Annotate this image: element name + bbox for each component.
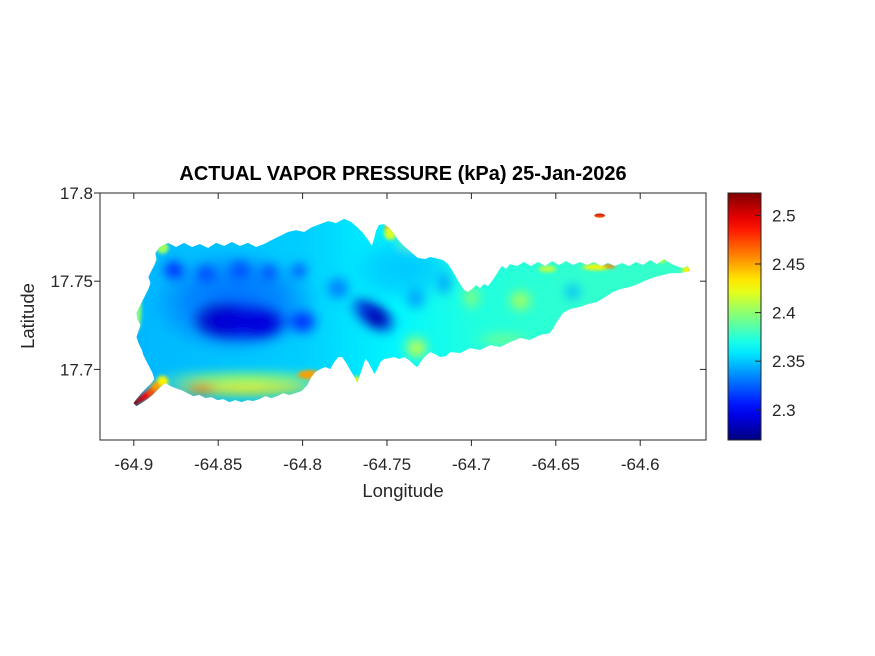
surface-sample xyxy=(681,264,690,277)
surface-sample xyxy=(408,342,426,358)
y-tick-label: 17.8 xyxy=(60,184,93,203)
x-tick-label: -64.85 xyxy=(194,455,242,474)
surface-sample xyxy=(133,398,140,407)
x-tick-label: -64.75 xyxy=(363,455,411,474)
surface-sample xyxy=(383,226,398,242)
render-layer: -64.9 -64.85 -64.8 -64.75 -64.7 -64.65 -64.6 17… xyxy=(50,184,805,474)
surface-sample xyxy=(461,283,482,312)
surface-sample xyxy=(403,286,428,312)
colorbar-gradient xyxy=(727,192,762,441)
surface-sample xyxy=(285,307,320,336)
surface-sample xyxy=(562,282,583,302)
surface-sample xyxy=(295,369,323,381)
colorbar-tick-label: 2.4 xyxy=(772,304,796,323)
colorbar-tick-label: 2.3 xyxy=(772,401,796,420)
surface-sample xyxy=(394,233,423,252)
plot-box xyxy=(99,192,707,441)
islet-buck-island xyxy=(594,213,606,218)
surface-sample xyxy=(144,253,157,266)
x-axis-label: Longitude xyxy=(362,480,443,501)
surface-sample xyxy=(507,288,534,313)
x-tick-label: -64.8 xyxy=(283,455,322,474)
surface-sample xyxy=(133,284,143,335)
surface-sample xyxy=(537,264,558,273)
surface-sample xyxy=(349,233,458,305)
surface-sample xyxy=(352,375,361,385)
x-tick-label: -64.7 xyxy=(452,455,491,474)
island-surface xyxy=(133,218,690,407)
surface-sample xyxy=(133,284,140,293)
surface-sample xyxy=(147,370,344,387)
surface-sample xyxy=(602,263,617,269)
chart-title: ACTUAL VAPOR PRESSURE (kPa) 25-Jan-2026 xyxy=(179,163,626,185)
surface-sample xyxy=(191,298,293,345)
y-tick-label: 17.75 xyxy=(50,272,93,291)
surface-sample xyxy=(184,382,219,395)
surface-sample xyxy=(688,268,690,275)
y-axis-label: Latitude xyxy=(17,283,38,349)
x-tick-label: -64.6 xyxy=(621,455,660,474)
surface-sample xyxy=(155,240,170,255)
surface-sample xyxy=(473,332,534,347)
x-tick-label: -64.9 xyxy=(114,455,153,474)
surface-sample xyxy=(364,306,390,330)
surface-sample xyxy=(658,255,667,264)
colorbar-tick-label: 2.5 xyxy=(772,206,796,225)
colorbar-tick-label: 2.45 xyxy=(772,255,805,274)
colorbar-tick-label: 2.35 xyxy=(772,352,805,371)
x-tick-label: -64.65 xyxy=(532,455,580,474)
y-tick-label: 17.7 xyxy=(60,360,93,379)
surface-sample xyxy=(324,275,352,302)
